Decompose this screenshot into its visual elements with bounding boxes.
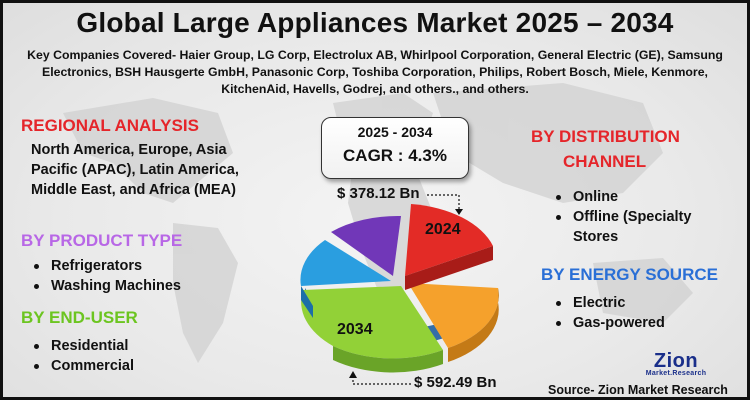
distribution-heading-line2: CHANNEL [563, 152, 647, 171]
pie-slice-red-side [405, 246, 493, 290]
logo-text: Zion [653, 350, 699, 372]
bullet-icon [556, 215, 561, 220]
pie-slice-orange-side [448, 288, 499, 362]
bullet-icon [556, 301, 561, 306]
regional-analysis-heading: REGIONAL ANALYSIS [21, 116, 199, 135]
pie-label-2034: 2034 [337, 321, 373, 338]
product-type-heading: BY PRODUCT TYPE [21, 231, 183, 250]
list-item: Washing Machines [31, 276, 181, 296]
distribution-list: Online Offline (Specialty Stores [553, 187, 691, 247]
product-type-list: Refrigerators Washing Machines [31, 256, 181, 296]
pie-chart: 2024 2034 [300, 204, 499, 373]
bullet-icon [556, 321, 561, 326]
logo-subtext: Market.Research [645, 370, 707, 377]
list-item-label: Online [573, 189, 619, 205]
list-item-label: Washing Machines [51, 278, 181, 294]
cagr-value: CAGR : 4.3% [343, 146, 447, 165]
list-item-label: Electric [573, 295, 626, 311]
bullet-icon [34, 284, 39, 289]
bullet-icon [34, 264, 39, 269]
pie-slice-orange [408, 283, 499, 348]
pie-slice-green-top [301, 286, 443, 359]
list-item-label: Stores [573, 229, 619, 245]
callout-arrow-2024 [427, 194, 463, 215]
list-item-label: Residential [51, 338, 129, 354]
key-companies-text: Key Companies Covered- Haier Group, LG C… [27, 48, 723, 96]
pie-slice-green-side [333, 346, 443, 373]
list-item-label: Refrigerators [51, 258, 143, 274]
cagr-years: 2025 - 2034 [357, 124, 433, 140]
distribution-heading-line1: BY DISTRIBUTION [531, 127, 680, 146]
pie-slice-red [405, 204, 493, 276]
end-user-list: Residential Commercial [31, 336, 134, 376]
energy-source-heading: BY ENERGY SOURCE [541, 265, 718, 284]
bullet-icon [556, 195, 561, 200]
list-item: Gas-powered [553, 313, 665, 333]
value-2024-label: $ 378.12 Bn [337, 185, 420, 202]
list-item-label: Offline (Specialty [573, 209, 692, 225]
list-item: Stores [553, 227, 691, 247]
list-item-label: Commercial [51, 358, 135, 374]
zion-logo: Zion Market.Research [635, 351, 717, 377]
end-user-heading: BY END-USER [21, 308, 138, 327]
bullet-icon [34, 364, 39, 369]
bullet-icon [34, 344, 39, 349]
value-2034-label: $ 592.49 Bn [414, 374, 497, 391]
list-item-label: Gas-powered [573, 315, 665, 331]
list-item: Online [553, 187, 691, 207]
pie-slice-blue-side [301, 286, 313, 318]
cagr-box: 2025 - 2034 CAGR : 4.3% [321, 117, 469, 179]
list-item: Residential [31, 336, 134, 356]
list-item: Commercial [31, 356, 134, 376]
list-item: Electric [553, 293, 665, 313]
energy-source-list: Electric Gas-powered [553, 293, 665, 333]
page-title: Global Large Appliances Market 2025 – 20… [76, 7, 674, 38]
list-item: Offline (Specialty [553, 207, 691, 227]
pie-slice-blue [300, 240, 391, 286]
callout-arrow-2034 [349, 371, 411, 385]
regional-analysis-text: North America, Europe, Asia Pacific (APA… [31, 142, 239, 198]
list-item: Refrigerators [31, 256, 181, 276]
pie-label-2024: 2024 [425, 221, 461, 238]
pie-slice-purple [331, 215, 401, 276]
source-text: Source- Zion Market Research [548, 383, 728, 397]
